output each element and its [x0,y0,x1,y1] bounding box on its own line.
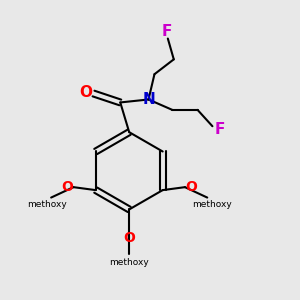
Text: methoxy: methoxy [27,200,67,209]
Text: F: F [215,122,225,137]
Text: N: N [142,92,155,107]
Text: methoxy: methoxy [192,200,232,209]
Text: O: O [80,85,93,100]
Text: F: F [161,24,172,39]
Text: O: O [123,231,135,245]
Text: O: O [185,180,197,194]
Text: O: O [61,180,73,194]
Text: methoxy: methoxy [109,258,149,267]
